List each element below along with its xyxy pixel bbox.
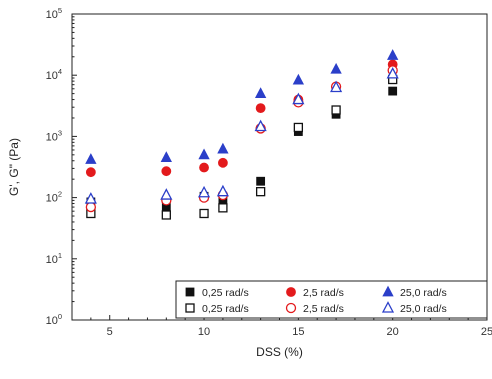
data-point: [199, 162, 209, 173]
legend-label: 0,25 rad/s: [202, 303, 249, 315]
data-point: [161, 166, 172, 177]
data-point: [386, 67, 399, 79]
plot-frame: [71, 13, 488, 321]
legend-label: 2,5 rad/s: [303, 303, 344, 315]
data-point: [255, 187, 266, 197]
data-point: [292, 73, 305, 85]
data-point: [330, 80, 343, 93]
data-point: [199, 208, 209, 219]
data-point: [330, 62, 342, 74]
data-point: [254, 87, 267, 99]
data-point: [331, 105, 341, 115]
data-point: [256, 176, 266, 186]
marks-layer: [84, 49, 399, 220]
legend: 0,25 rad/s 2,5 rad/s 25,0 rad/s 0,25 rad/s 2…: [175, 280, 488, 319]
y-tick-label: 103: [46, 128, 62, 143]
series-5: [84, 67, 399, 204]
series-3: [86, 74, 398, 220]
data-point: [198, 148, 210, 160]
legend-box: [175, 280, 488, 319]
data-point: [255, 103, 266, 114]
legend-marker: [185, 303, 195, 313]
legend-label: 2,5 rad/s: [303, 287, 344, 299]
data-point: [85, 167, 96, 178]
x-tick-label: 25: [481, 326, 492, 338]
legend-label: 25,0 rad/s: [400, 303, 447, 315]
y-tick-label: 104: [46, 67, 62, 82]
data-point: [85, 201, 97, 213]
data-point: [197, 185, 211, 198]
y-tick-label: 100: [46, 312, 62, 327]
series-1: [85, 59, 398, 178]
data-point: [218, 203, 228, 213]
x-tick-label: 5: [107, 326, 113, 338]
legend-marker: [285, 302, 297, 314]
data-point: [293, 122, 304, 133]
data-point: [217, 142, 229, 154]
x-axis-label: DSS (%): [256, 345, 303, 359]
data-point: [161, 210, 171, 220]
series-0: [86, 86, 398, 212]
y-tick-label: 101: [46, 251, 62, 266]
x-tick-label: 20: [387, 326, 399, 338]
data-point: [216, 184, 229, 197]
y-tick-label: 105: [46, 6, 62, 21]
legend-marker: [185, 287, 195, 297]
legend-marker: [382, 285, 394, 297]
data-point: [388, 86, 398, 96]
data-point: [160, 188, 173, 200]
legend-label: 0,25 rad/s: [202, 287, 249, 299]
data-point: [84, 192, 97, 204]
y-tick-label: 102: [46, 190, 62, 205]
x-tick-label: 15: [292, 326, 304, 338]
data-point: [85, 153, 97, 164]
data-point: [292, 92, 305, 105]
data-point: [387, 49, 399, 60]
y-axis-label: G', G" (Pa): [7, 138, 21, 196]
legend-label: 25,0 rad/s: [400, 287, 447, 299]
series-4: [85, 65, 398, 213]
legend-marker: [286, 287, 296, 297]
data-point: [254, 119, 267, 132]
x-tick-label: 10: [198, 326, 210, 338]
legend-marker: [381, 301, 395, 313]
data-point: [160, 151, 172, 163]
series-2: [85, 49, 399, 164]
data-point: [218, 157, 228, 168]
